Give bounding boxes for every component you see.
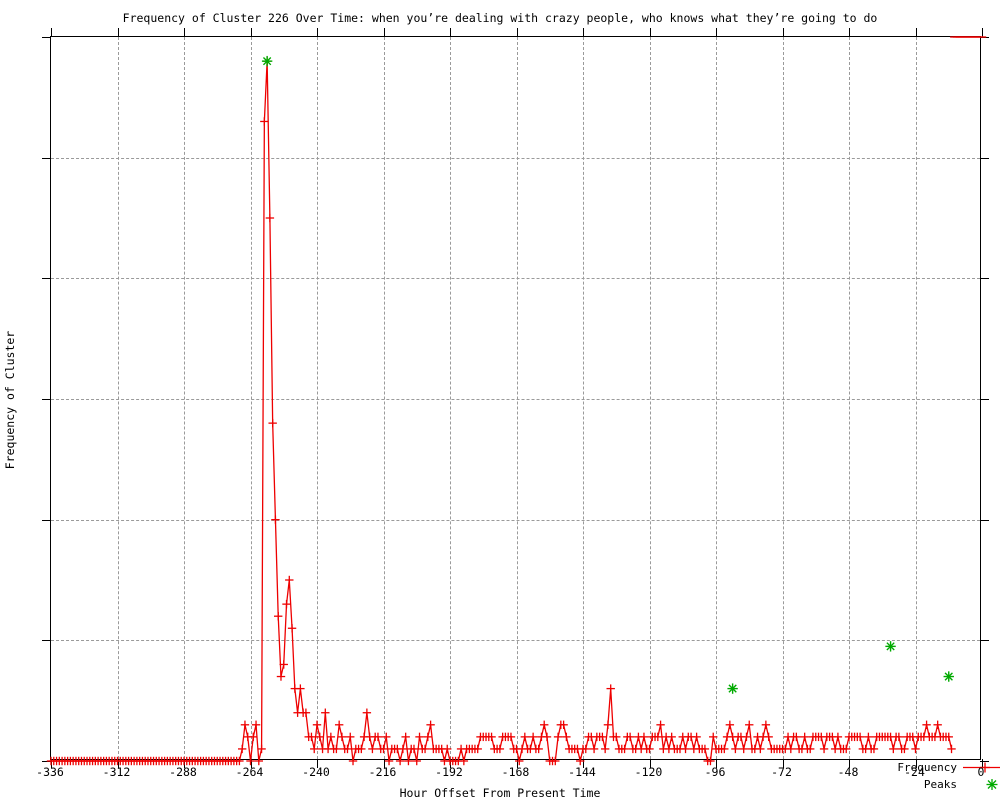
x-tick-mark: [583, 28, 584, 37]
grid-line-vertical: [383, 37, 385, 759]
legend: Frequency Peaks: [873, 759, 1000, 795]
legend-sample-frequency: [963, 762, 1000, 773]
grid-line-horizontal: [51, 278, 980, 280]
x-tick-mark: [716, 759, 717, 768]
x-tick-mark: [516, 759, 518, 768]
x-tick-mark: [383, 759, 385, 768]
x-tick-mark: [184, 28, 185, 37]
x-tick-mark: [982, 28, 983, 37]
y-tick-mark: [42, 157, 51, 159]
frequency-line: [51, 61, 953, 762]
x-tick-label: 0: [977, 765, 985, 779]
x-tick-mark: [915, 759, 917, 768]
chart-title: Frequency of Cluster 226 Over Time: when…: [122, 11, 878, 25]
grid-line-horizontal: [51, 519, 980, 521]
frequency-markers: [46, 36, 987, 766]
peaks-markers: [261, 55, 954, 694]
grid-line-vertical: [915, 37, 917, 759]
x-tick-mark: [782, 759, 784, 768]
grid-line-horizontal: [51, 399, 980, 400]
y-tick-mark: [980, 157, 989, 159]
legend-item-frequency: Frequency: [873, 759, 1000, 776]
x-tick-mark: [849, 759, 850, 768]
y-tick-mark: [980, 519, 989, 521]
x-tick-label: -24: [904, 765, 925, 779]
y-tick-mark: [42, 399, 51, 400]
x-tick-mark: [383, 28, 385, 37]
x-tick-label: -48: [837, 765, 859, 779]
x-tick-label: -168: [501, 765, 530, 779]
x-tick-mark: [516, 28, 518, 37]
x-axis-label: Hour Offset From Present Time: [399, 786, 601, 800]
x-tick-mark: [317, 759, 318, 768]
x-tick-mark: [317, 28, 318, 37]
grid-line-vertical: [649, 37, 651, 759]
x-tick-label: -336: [36, 765, 64, 779]
x-tick-mark: [849, 28, 850, 37]
legend-item-peaks: Peaks: [873, 776, 1000, 793]
grid-line-vertical: [184, 37, 185, 759]
x-tick-label: -312: [102, 765, 131, 779]
x-tick-label: -144: [568, 765, 596, 779]
grid-line-vertical: [250, 37, 252, 759]
x-tick-mark: [649, 759, 651, 768]
data-series-layer: [46, 36, 987, 766]
legend-sample-peaks: [986, 779, 998, 790]
grid-line-vertical: [117, 37, 119, 759]
grid-line-vertical: [450, 37, 451, 759]
x-tick-label: -216: [368, 765, 397, 779]
grid-line-horizontal: [51, 157, 980, 159]
plot-area: Frequency Peaks: [42, 28, 1000, 791]
grid-line-vertical: [716, 37, 717, 759]
x-tick-mark: [450, 28, 451, 37]
x-tick-mark: [583, 759, 584, 768]
grid-line-vertical: [849, 37, 850, 759]
y-tick-mark: [980, 761, 989, 762]
grid-line-vertical: [516, 37, 518, 759]
x-tick-label: -192: [435, 765, 463, 779]
x-tick-label: -264: [235, 765, 264, 779]
y-tick-mark: [980, 399, 989, 400]
legend-label-peaks: Peaks: [923, 778, 957, 791]
y-tick-mark: [42, 37, 51, 38]
x-tick-label: -120: [634, 765, 663, 779]
y-tick-mark: [42, 278, 51, 280]
y-tick-mark: [42, 761, 51, 762]
x-tick-mark: [51, 28, 52, 37]
x-tick-label: -72: [771, 765, 792, 779]
x-tick-mark: [250, 28, 252, 37]
x-tick-label: -288: [169, 765, 197, 779]
x-tick-mark: [649, 28, 651, 37]
grid-line-vertical: [317, 37, 318, 759]
grid-line-horizontal: [51, 640, 980, 642]
y-tick-mark: [42, 640, 51, 642]
x-tick-mark: [117, 28, 119, 37]
x-tick-label: -96: [704, 765, 726, 779]
legend-label-frequency: Frequency: [897, 761, 957, 774]
grid-line-vertical: [782, 37, 784, 759]
x-tick-mark: [716, 28, 717, 37]
y-tick-mark: [980, 640, 989, 642]
x-tick-mark: [782, 28, 784, 37]
x-tick-label: -240: [302, 765, 330, 779]
y-tick-mark: [980, 278, 989, 280]
x-tick-mark: [915, 28, 917, 37]
grid-line-vertical: [583, 37, 584, 759]
y-tick-mark: [42, 519, 51, 521]
x-tick-mark: [982, 759, 983, 768]
